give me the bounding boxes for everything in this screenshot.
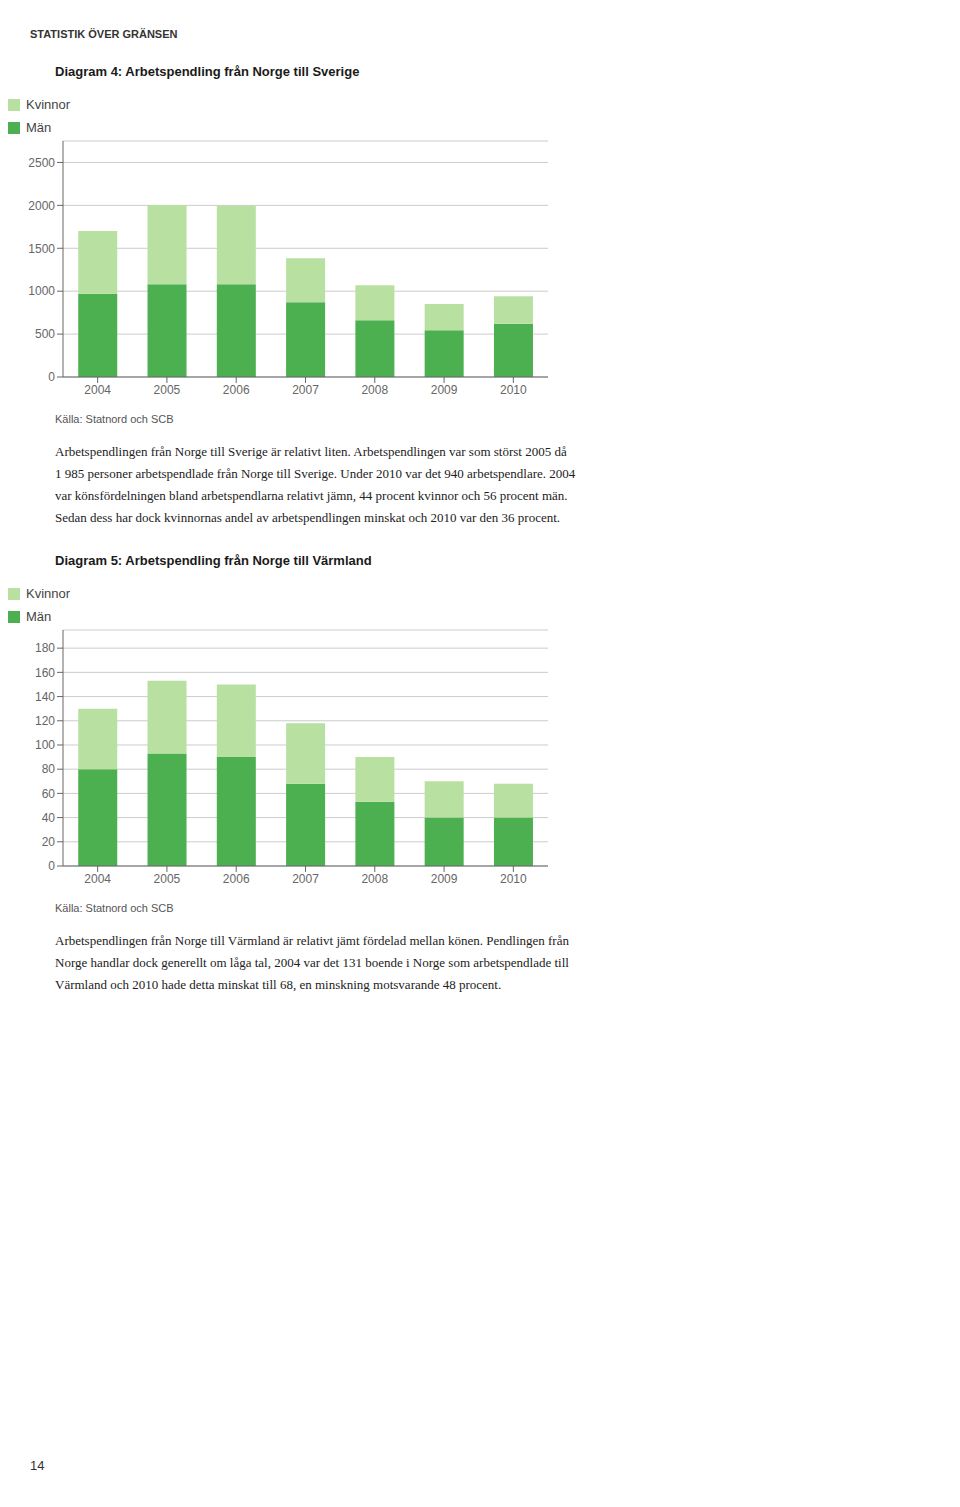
svg-text:80: 80 <box>42 762 56 776</box>
svg-text:160: 160 <box>35 666 55 680</box>
html-text:Källa: Statnord och SCB: Källa: Statnord och SCB <box>55 413 174 425</box>
html-text:Män: Män <box>26 120 52 135</box>
svg-text:2010: 2010 <box>500 383 527 397</box>
html-text:Värmland och 2010 hade detta m: Värmland och 2010 hade detta minskat til… <box>55 977 502 992</box>
svg-text:180: 180 <box>35 641 55 655</box>
html-text:14: 14 <box>30 1458 45 1473</box>
svg-text:2500: 2500 <box>28 156 55 170</box>
svg-text:1000: 1000 <box>28 284 55 298</box>
html-text:Källa: Statnord och SCB: Källa: Statnord och SCB <box>55 902 174 914</box>
svg-text:2007: 2007 <box>292 383 319 397</box>
svg-text:40: 40 <box>42 811 56 825</box>
html-text:Arbetspendlingen från Norge ti: Arbetspendlingen från Norge till Sverige… <box>55 444 567 459</box>
html-text:Kvinnor: Kvinnor <box>26 97 71 112</box>
svg-text:2004: 2004 <box>84 872 111 886</box>
html-text:var könsfördelningen bland arb: var könsfördelningen bland arbetspendlar… <box>55 488 568 503</box>
svg-text:2009: 2009 <box>431 872 458 886</box>
svg-text:1500: 1500 <box>28 242 55 256</box>
svg-text:2008: 2008 <box>361 872 388 886</box>
html-text:Män: Män <box>26 609 52 624</box>
html-text:STATISTIK ÖVER GRÄNSEN: STATISTIK ÖVER GRÄNSEN <box>30 28 178 40</box>
svg-text:2004: 2004 <box>84 383 111 397</box>
svg-text:0: 0 <box>48 370 55 384</box>
html-text:Diagram 4: Arbetspendling från: Diagram 4: Arbetspendling från Norge til… <box>55 64 360 79</box>
html-text:1 985 personer arbetspendlade: 1 985 personer arbetspendlade från Norge… <box>55 466 576 481</box>
html-text:Diagram 5: Arbetspendling från: Diagram 5: Arbetspendling från Norge til… <box>55 553 372 568</box>
svg-text:2006: 2006 <box>223 872 250 886</box>
svg-text:2010: 2010 <box>500 872 527 886</box>
svg-text:2000: 2000 <box>28 199 55 213</box>
svg-text:2008: 2008 <box>361 383 388 397</box>
svg-text:0: 0 <box>48 859 55 873</box>
svg-text:120: 120 <box>35 714 55 728</box>
svg-text:100: 100 <box>35 738 55 752</box>
svg-text:2009: 2009 <box>431 383 458 397</box>
svg-text:2006: 2006 <box>223 383 250 397</box>
svg-text:20: 20 <box>42 835 56 849</box>
svg-text:2007: 2007 <box>292 872 319 886</box>
svg-text:60: 60 <box>42 787 56 801</box>
svg-text:500: 500 <box>35 327 55 341</box>
html-text:Norge handlar dock generellt o: Norge handlar dock generellt om låga tal… <box>55 955 569 970</box>
svg-text:2005: 2005 <box>154 872 181 886</box>
svg-text:2005: 2005 <box>154 383 181 397</box>
html-text:Arbetspendlingen från Norge ti: Arbetspendlingen från Norge till Värmlan… <box>55 933 569 948</box>
html-text:Kvinnor: Kvinnor <box>26 586 71 601</box>
svg-text:140: 140 <box>35 690 55 704</box>
html-text:Sedan dess har dock kvinnornas: Sedan dess har dock kvinnornas andel av … <box>55 510 561 525</box>
